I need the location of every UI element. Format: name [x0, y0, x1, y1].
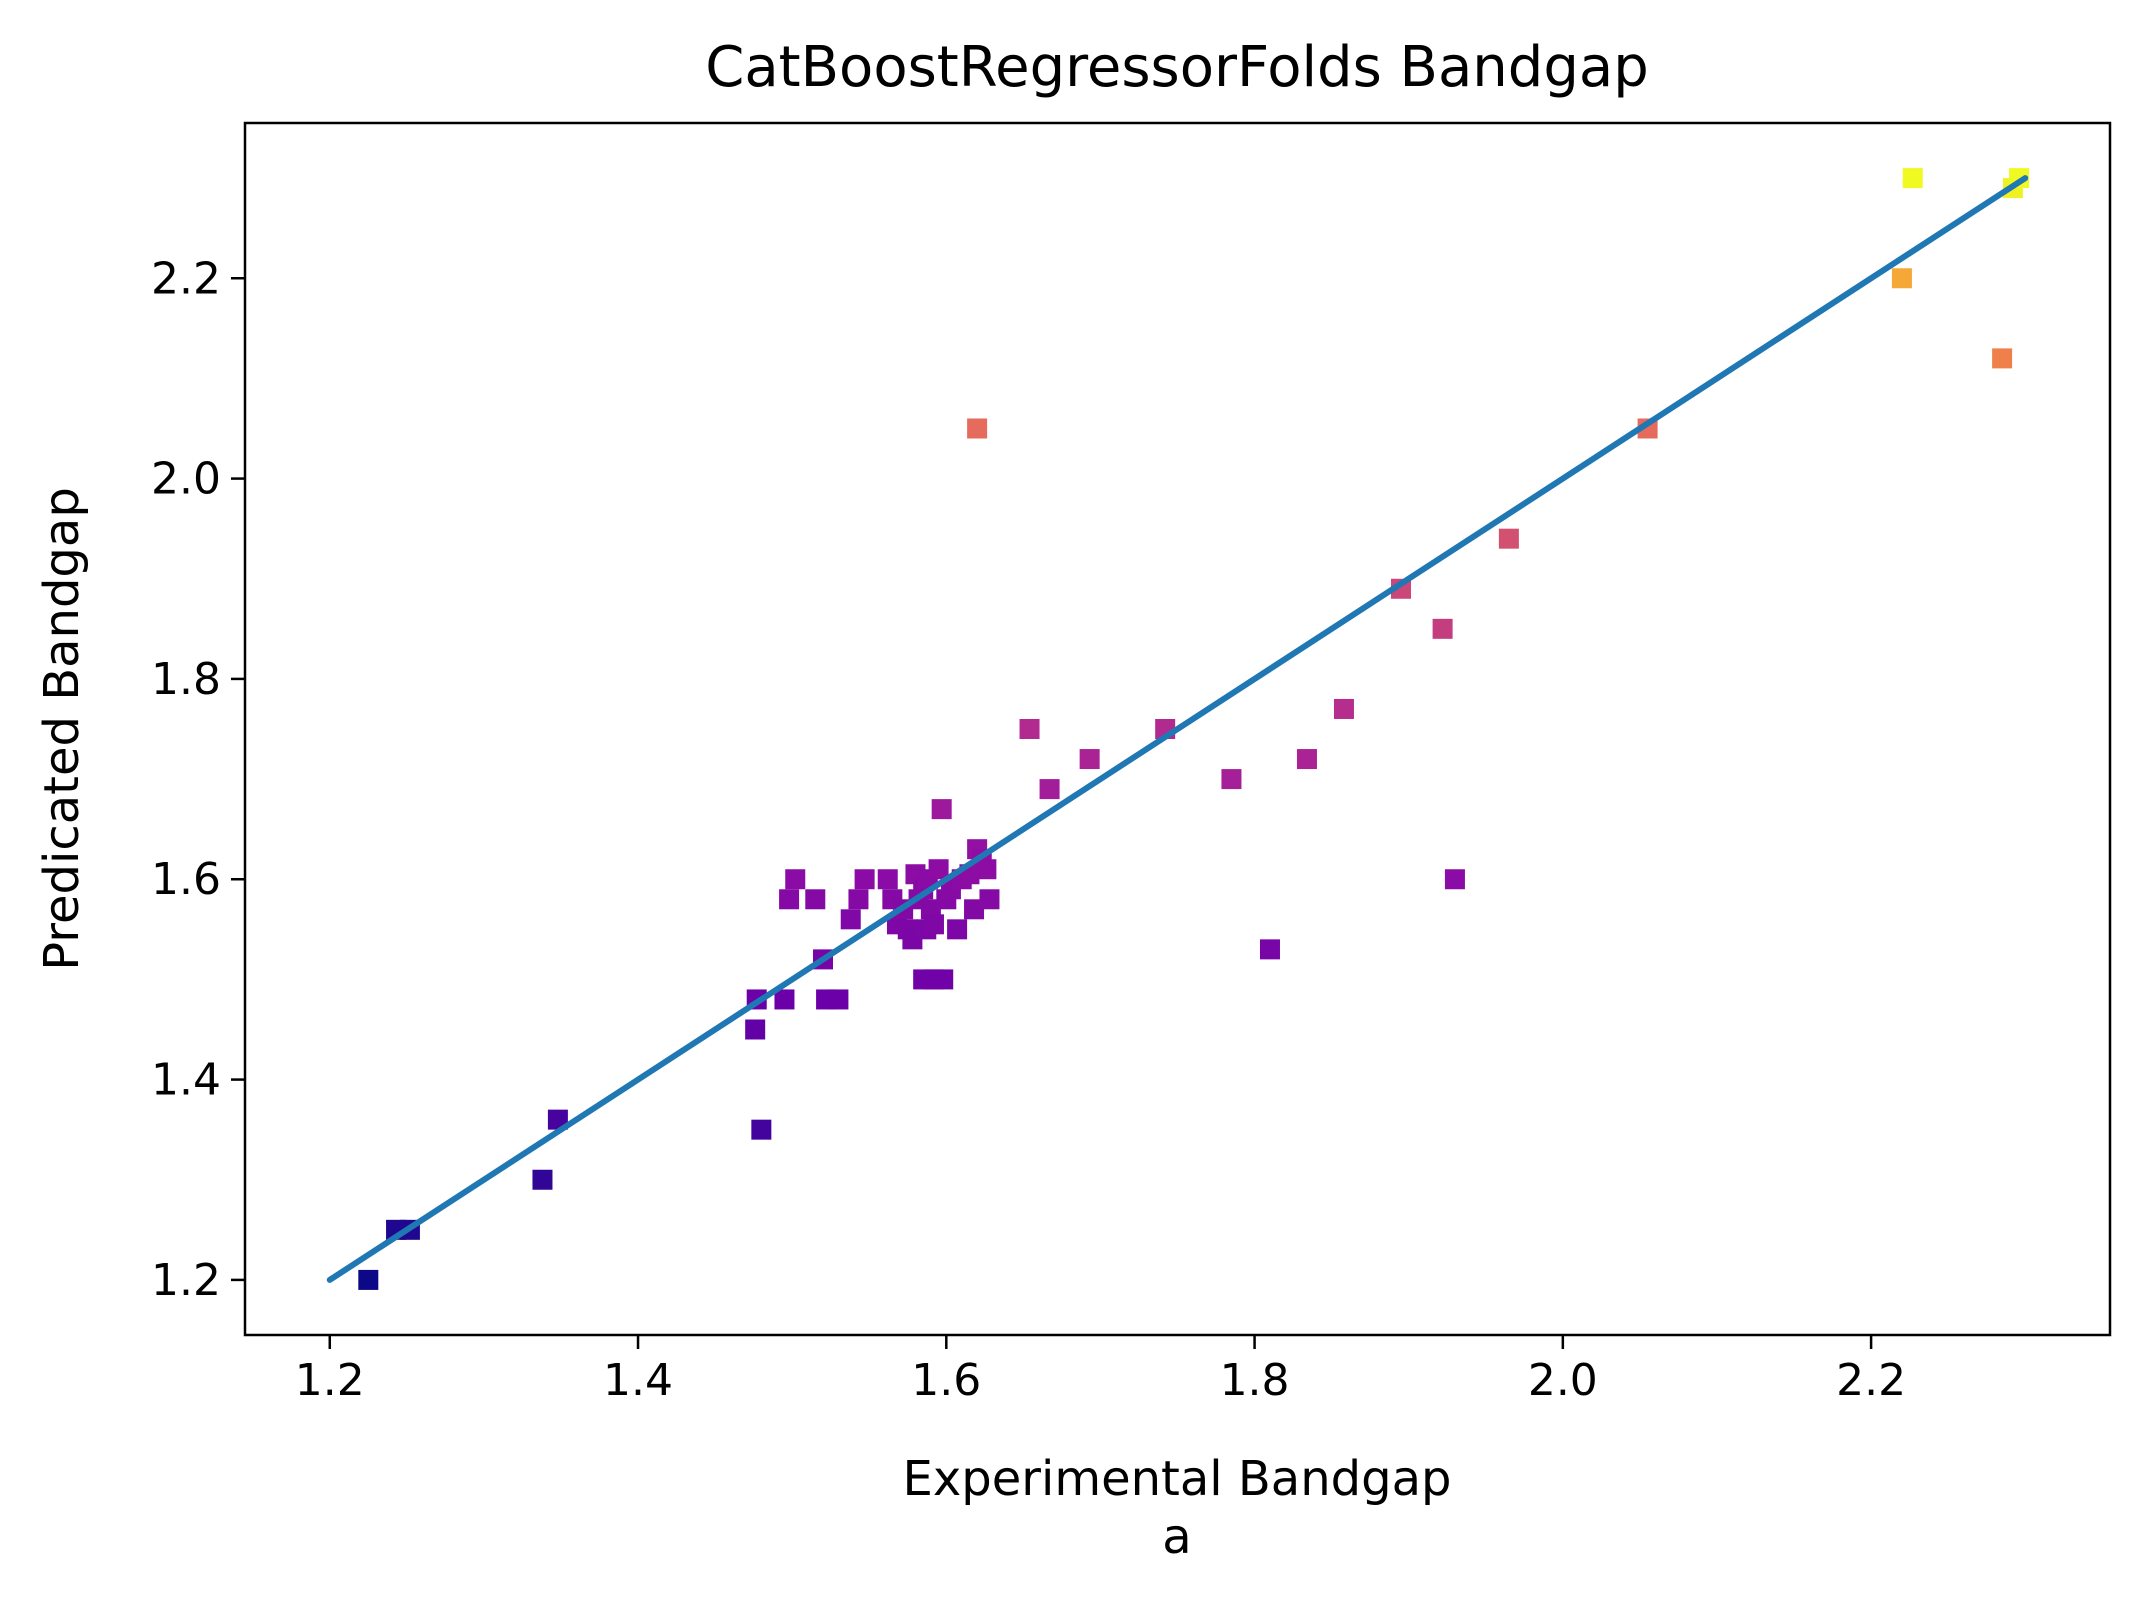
data-point-46: [967, 418, 988, 439]
x-tick-label-0: 1.2: [295, 1355, 365, 1406]
y-tick-label-5: 2.2: [151, 253, 221, 304]
data-point-53: [1296, 749, 1317, 770]
y-axis-label: Predicated Bandgap: [34, 487, 90, 971]
data-point-15: [840, 909, 861, 930]
fit-line-layer: [326, 175, 2029, 1283]
data-point-16: [848, 889, 869, 910]
data-point-34: [928, 859, 949, 880]
data-point-8: [774, 989, 795, 1010]
chart-title: CatBoostRegressorFolds Bandgap: [705, 35, 1648, 100]
y-tick-label-4: 2.0: [151, 454, 221, 505]
data-point-38: [947, 919, 968, 940]
x-tick-label-1: 1.4: [603, 1355, 673, 1406]
data-point-49: [1079, 749, 1100, 770]
y-tick-label-3: 1.8: [151, 654, 221, 705]
data-point-33: [933, 969, 954, 990]
data-point-4: [547, 1109, 568, 1130]
data-point-45: [979, 889, 1000, 910]
x-tick-label-3: 1.8: [1220, 1355, 1290, 1406]
data-point-44: [976, 859, 997, 880]
data-point-29: [920, 899, 941, 920]
x-tick-label-4: 2.0: [1528, 1355, 1598, 1406]
data-point-51: [1221, 769, 1242, 790]
y-tick-label-0: 1.2: [151, 1255, 221, 1306]
x-tick-label-5: 2.2: [1836, 1355, 1906, 1406]
y-tick-label-2: 1.6: [151, 854, 221, 905]
x-axis: 1.2 1.4 1.6 1.8 2.0 2.2: [295, 1335, 1906, 1406]
plot-frame: [243, 121, 2112, 1337]
data-point-57: [1444, 869, 1465, 890]
data-point-14: [805, 889, 826, 910]
data-point-52: [1259, 939, 1280, 960]
data-point-48: [1039, 779, 1060, 800]
data-point-61: [1902, 168, 1923, 189]
x-axis-label: Experimental Bandgap: [903, 1451, 1452, 1507]
data-point-12: [779, 889, 800, 910]
data-point-35: [931, 799, 952, 820]
data-point-47: [1019, 719, 1040, 739]
data-point-54: [1333, 698, 1354, 719]
data-point-18: [877, 869, 898, 890]
data-point-0: [358, 1269, 379, 1290]
data-point-30: [923, 914, 944, 935]
reference-line: [326, 175, 2029, 1283]
data-point-56: [1432, 618, 1453, 639]
y-axis: 1.2 1.4 1.6 1.8 2.0 2.2: [151, 253, 245, 1306]
x-axis-sublabel: a: [1162, 1509, 1191, 1565]
data-point-58: [1498, 528, 1519, 549]
data-point-60: [1891, 268, 1912, 289]
data-point-3: [532, 1169, 553, 1190]
data-point-13: [785, 869, 806, 890]
data-point-17: [854, 869, 875, 890]
data-point-11: [828, 989, 849, 1010]
x-tick-label-2: 1.6: [911, 1355, 981, 1406]
y-tick-label-1: 1.4: [151, 1055, 221, 1106]
data-point-41: [964, 899, 985, 920]
data-point-6: [745, 1019, 766, 1040]
data-point-62: [1992, 348, 2013, 369]
data-point-5: [751, 1119, 772, 1140]
